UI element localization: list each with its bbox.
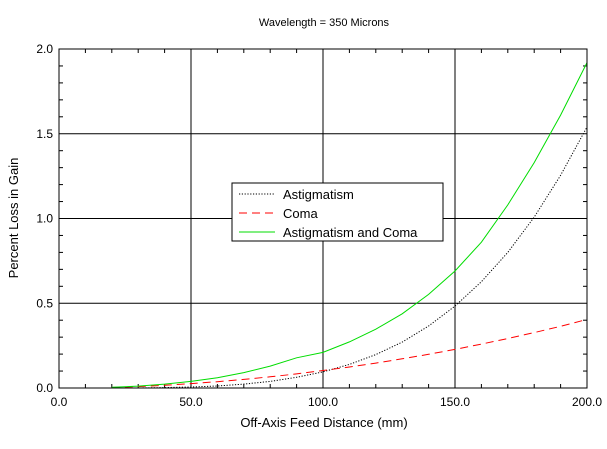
series-line-coma <box>111 318 588 388</box>
x-tick-label: 100.0 <box>308 395 338 409</box>
legend-label-astigmatism-and-coma: Astigmatism and Coma <box>283 225 418 240</box>
x-tick-label: 150.0 <box>440 395 470 409</box>
legend: Astigmatism Coma Astigmatism and Coma <box>231 182 444 242</box>
y-axis-label: Percent Loss in Gain <box>6 158 21 279</box>
y-tick-label: 0.0 <box>36 381 53 395</box>
x-axis-label: Off-Axis Feed Distance (mm) <box>240 415 407 430</box>
legend-label-astigmatism: Astigmatism <box>283 187 354 202</box>
series-layer <box>111 62 588 389</box>
x-tick-label: 0.0 <box>51 395 68 409</box>
y-tick-label: 1.5 <box>36 127 53 141</box>
legend-label-coma: Coma <box>283 206 318 221</box>
plot-frame <box>58 48 588 389</box>
y-tick-label: 2.0 <box>36 42 53 56</box>
legend-box <box>231 182 444 242</box>
x-tick-label: 50.0 <box>179 395 203 409</box>
y-tick-label: 0.5 <box>36 296 53 310</box>
tick-labels: 0.0 50.0 100.0 150.0 200.0 0.0 0.5 1.0 1.5 2.0 <box>36 42 602 409</box>
y-tick-label: 1.0 <box>36 212 53 226</box>
series-line-astigmatism <box>111 126 588 389</box>
x-tick-label: 200.0 <box>572 395 602 409</box>
series-line-astigmatism-and-coma <box>111 62 588 388</box>
chart-title: Wavelength = 350 Microns <box>259 17 390 29</box>
